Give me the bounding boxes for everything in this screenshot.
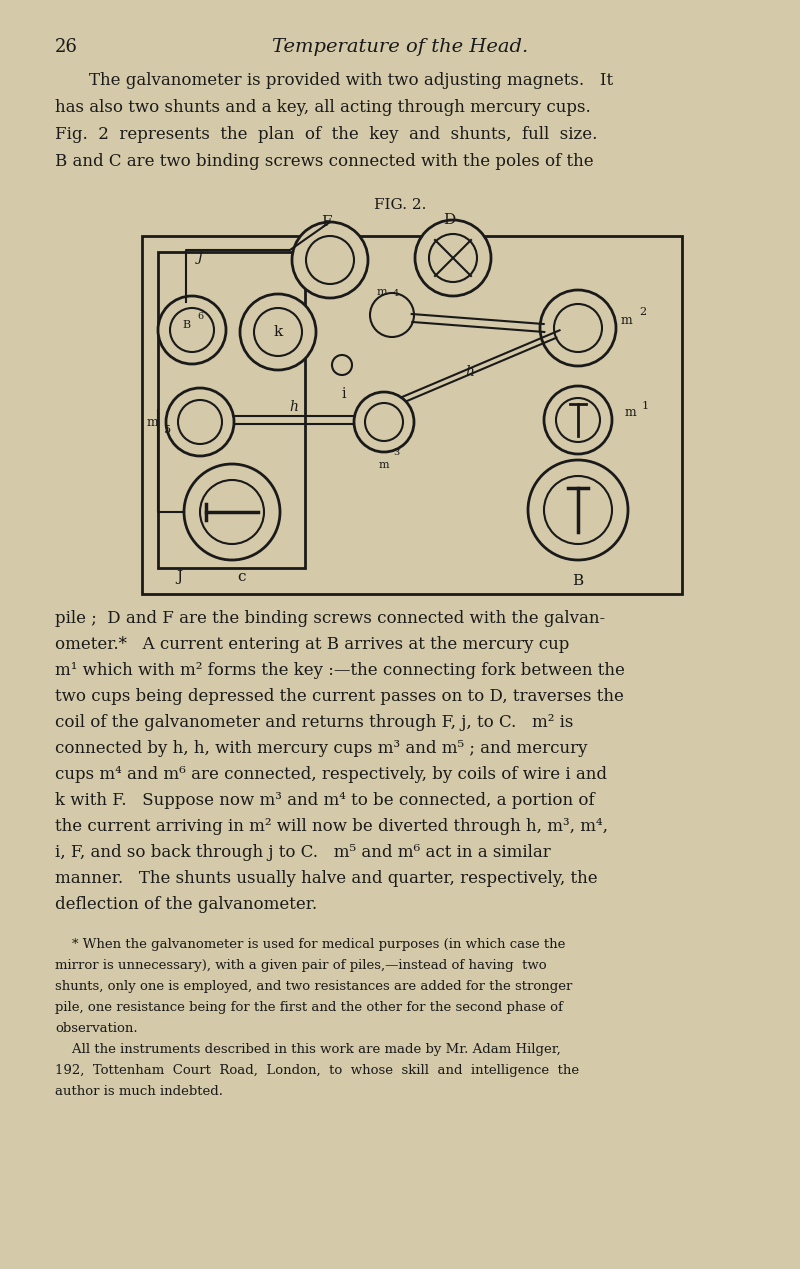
Text: c: c — [238, 570, 246, 584]
Circle shape — [292, 222, 368, 298]
Circle shape — [528, 459, 628, 560]
Circle shape — [306, 236, 354, 284]
Text: two cups being depressed the current passes on to D, traverses the: two cups being depressed the current pas… — [55, 688, 624, 706]
Text: coil of the galvanometer and returns through F, j, to C.   m² is: coil of the galvanometer and returns thr… — [55, 714, 574, 731]
Circle shape — [332, 355, 352, 376]
Text: Fig.  2  represents  the  plan  of  the  key  and  shunts,  full  size.: Fig. 2 represents the plan of the key an… — [55, 126, 598, 143]
Circle shape — [554, 305, 602, 352]
Text: cups m⁴ and m⁶ are connected, respectively, by coils of wire i and: cups m⁴ and m⁶ are connected, respective… — [55, 766, 607, 783]
Text: mirror is unnecessary), with a given pair of piles,—instead of having  two: mirror is unnecessary), with a given pai… — [55, 959, 546, 972]
Polygon shape — [361, 330, 559, 421]
Circle shape — [429, 233, 477, 282]
Text: 192,  Tottenham  Court  Road,  London,  to  whose  skill  and  intelligence  the: 192, Tottenham Court Road, London, to wh… — [55, 1063, 579, 1077]
Circle shape — [540, 291, 616, 365]
Circle shape — [544, 476, 612, 544]
Text: manner.   The shunts usually halve and quarter, respectively, the: manner. The shunts usually halve and qua… — [55, 871, 598, 887]
Text: pile ;  D and F are the binding screws connected with the galvan-: pile ; D and F are the binding screws co… — [55, 610, 605, 627]
Text: m: m — [146, 415, 158, 429]
Circle shape — [365, 404, 403, 442]
Circle shape — [556, 398, 600, 442]
Text: 3: 3 — [393, 448, 399, 457]
Text: k: k — [274, 325, 282, 339]
Text: j: j — [198, 250, 202, 264]
Text: J: J — [176, 570, 182, 584]
Text: Temperature of the Head.: Temperature of the Head. — [272, 38, 528, 56]
Bar — [158, 253, 305, 569]
Text: m: m — [624, 406, 636, 419]
Text: D: D — [443, 213, 455, 227]
Text: 2: 2 — [639, 307, 646, 317]
Text: the current arriving in m² will now be diverted through h, m³, m⁴,: the current arriving in m² will now be d… — [55, 819, 608, 835]
Text: All the instruments described in this work are made by Mr. Adam Hilger,: All the instruments described in this wo… — [55, 1043, 561, 1056]
Text: m: m — [620, 313, 632, 326]
Text: h: h — [290, 400, 298, 414]
Text: B: B — [573, 574, 583, 588]
Text: 1: 1 — [642, 401, 649, 411]
Polygon shape — [412, 313, 544, 332]
Circle shape — [240, 294, 316, 371]
Text: B and C are two binding screws connected with the poles of the: B and C are two binding screws connected… — [55, 154, 594, 170]
Polygon shape — [234, 416, 354, 424]
Text: The galvanometer is provided with two adjusting magnets.   It: The galvanometer is provided with two ad… — [68, 72, 613, 89]
Text: pile, one resistance being for the first and the other for the second phase of: pile, one resistance being for the first… — [55, 1001, 563, 1014]
Circle shape — [170, 308, 214, 352]
Circle shape — [184, 464, 280, 560]
Circle shape — [200, 480, 264, 544]
Circle shape — [370, 293, 414, 338]
Text: 4: 4 — [393, 288, 399, 297]
Bar — [142, 236, 682, 594]
Circle shape — [166, 388, 234, 456]
Text: h: h — [466, 365, 474, 379]
Text: shunts, only one is employed, and two resistances are added for the stronger: shunts, only one is employed, and two re… — [55, 980, 572, 994]
Text: 26: 26 — [55, 38, 78, 56]
Circle shape — [158, 296, 226, 364]
Circle shape — [178, 400, 222, 444]
Circle shape — [415, 220, 491, 296]
Text: m¹ which with m² forms the key :—the connecting fork between the: m¹ which with m² forms the key :—the con… — [55, 662, 625, 679]
Text: observation.: observation. — [55, 1022, 138, 1036]
Text: FIG. 2.: FIG. 2. — [374, 198, 426, 212]
Text: ometer.*   A current entering at B arrives at the mercury cup: ometer.* A current entering at B arrives… — [55, 636, 570, 654]
Circle shape — [254, 308, 302, 357]
Text: 5: 5 — [165, 425, 171, 435]
Circle shape — [544, 386, 612, 454]
Text: B: B — [182, 320, 190, 330]
Text: has also two shunts and a key, all acting through mercury cups.: has also two shunts and a key, all actin… — [55, 99, 590, 115]
Text: connected by h, h, with mercury cups m³ and m⁵ ; and mercury: connected by h, h, with mercury cups m³ … — [55, 740, 587, 758]
Text: m: m — [378, 459, 390, 470]
Text: i: i — [342, 387, 346, 401]
Text: 6: 6 — [197, 311, 203, 321]
Text: m: m — [377, 287, 387, 297]
Circle shape — [354, 392, 414, 452]
Text: F: F — [321, 214, 331, 228]
Text: k with F.   Suppose now m³ and m⁴ to be connected, a portion of: k with F. Suppose now m³ and m⁴ to be co… — [55, 792, 594, 810]
Text: author is much indebted.: author is much indebted. — [55, 1085, 223, 1098]
Text: deflection of the galvanometer.: deflection of the galvanometer. — [55, 896, 317, 912]
Text: * When the galvanometer is used for medical purposes (in which case the: * When the galvanometer is used for medi… — [55, 938, 566, 950]
Text: i, F, and so back through j to C.   m⁵ and m⁶ act in a similar: i, F, and so back through j to C. m⁵ and… — [55, 844, 550, 860]
